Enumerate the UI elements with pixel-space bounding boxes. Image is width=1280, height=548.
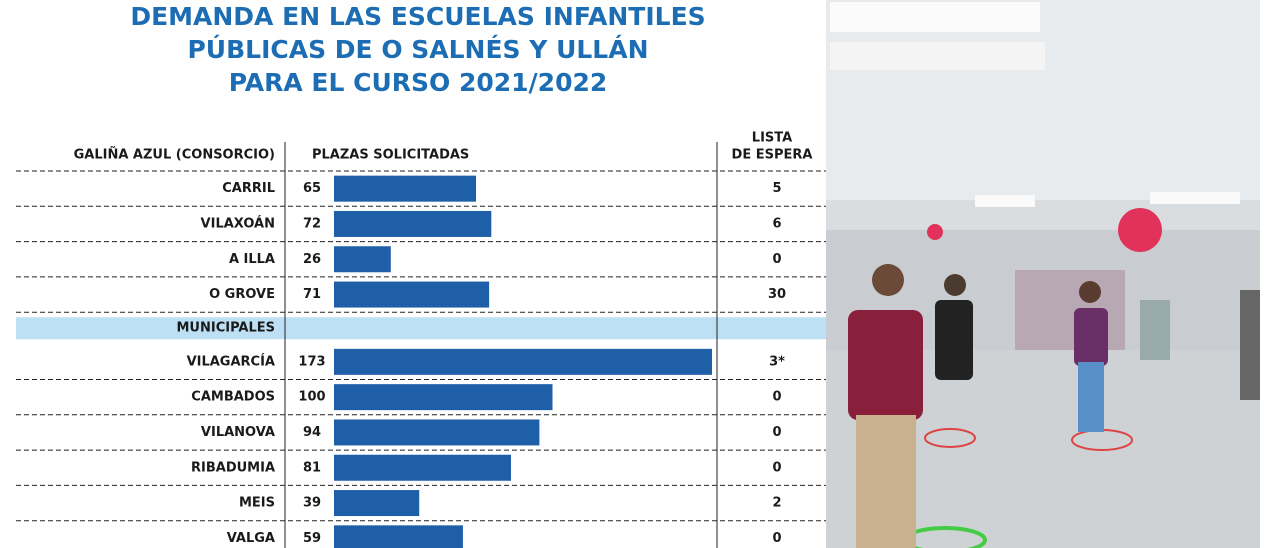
category-label: VILAGARCÍA: [187, 353, 275, 369]
chart-title: DEMANDA EN LAS ESCUELAS INFANTILES: [130, 2, 705, 31]
value-label: 71: [303, 287, 321, 302]
group-name: MUNICIPALES: [176, 321, 275, 336]
category-label: O GROVE: [209, 287, 275, 302]
value-label: 173: [298, 354, 325, 369]
bar: [334, 525, 463, 548]
bar: [334, 490, 420, 517]
waiting-label: 5: [772, 181, 781, 196]
column-header: LISTA: [752, 131, 792, 146]
group-name: GALIÑA AZUL (CONSORCIO): [74, 147, 275, 163]
value-label: 26: [303, 252, 321, 267]
waiting-label: 0: [772, 425, 781, 440]
category-label: CAMBADOS: [191, 390, 275, 405]
value-label: 72: [303, 216, 321, 231]
category-label: VILANOVA: [201, 425, 275, 440]
waiting-label: 0: [772, 531, 781, 546]
bar: [334, 454, 511, 481]
waiting-label: 2: [772, 496, 781, 511]
category-label: MEIS: [239, 496, 275, 511]
bar: [334, 348, 712, 375]
category-label: RIBADUMIA: [191, 460, 275, 475]
bar: [334, 281, 490, 308]
category-label: VALGA: [227, 531, 275, 546]
waiting-label: 6: [772, 216, 781, 231]
chart-title: PARA EL CURSO 2021/2022: [229, 68, 608, 97]
category-label: VILAXOÁN: [201, 215, 275, 231]
bar: [334, 210, 492, 237]
waiting-label: 0: [772, 390, 781, 405]
bar: [334, 419, 540, 446]
value-label: 65: [303, 181, 321, 196]
waiting-label: 0: [772, 460, 781, 475]
waiting-label: 3*: [769, 354, 785, 369]
category-label: CARRIL: [222, 181, 275, 196]
chart-title: PÚBLICAS DE O SALNÉS Y ULLÁN: [187, 34, 648, 64]
waiting-label: 0: [772, 252, 781, 267]
value-label: 59: [303, 531, 321, 546]
photo: [826, 0, 1260, 548]
value-label: 94: [303, 425, 321, 440]
bar: [334, 175, 477, 202]
column-header: DE ESPERA: [732, 148, 813, 163]
value-label: 81: [303, 460, 321, 475]
waiting-label: 30: [768, 287, 786, 302]
group-band: [16, 317, 826, 340]
bar: [334, 246, 391, 273]
value-label: 100: [298, 390, 325, 405]
bar: [334, 384, 553, 411]
category-label: A ILLA: [229, 252, 275, 267]
column-header: PLAZAS SOLICITADAS: [312, 148, 469, 163]
value-label: 39: [303, 496, 321, 511]
